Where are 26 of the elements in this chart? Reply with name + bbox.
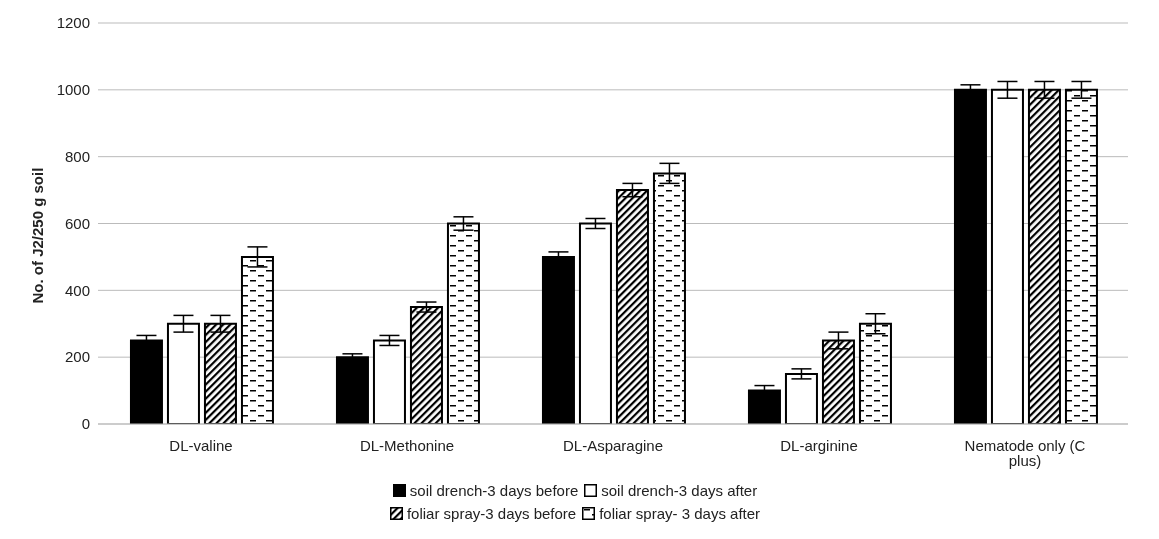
legend-label: foliar spray-3 days before (405, 505, 577, 522)
x-tick-label: DL-Asparagine (562, 436, 664, 454)
x-tick-label: DL-arginine (780, 436, 858, 454)
y-tick-label: 400 (64, 281, 90, 299)
y-tick-label: 800 (64, 147, 90, 165)
x-tick-label: DL-Methonine (359, 436, 455, 454)
bar (747, 389, 781, 424)
legend-label: foliar spray- 3 days after (598, 505, 761, 522)
y-tick-label: 0 (81, 415, 90, 433)
y-tick-label: 600 (64, 214, 90, 232)
x-tick-label: Nematode only (C plus) (964, 436, 1086, 469)
bar (784, 372, 818, 424)
bar (335, 356, 369, 424)
y-tick-label: 1000 (56, 81, 90, 99)
x-tick-label: DL-valine (169, 436, 233, 454)
legend-label: soil drench-3 days before (408, 482, 579, 499)
bar (541, 255, 575, 424)
bar (129, 339, 163, 424)
bar (953, 88, 987, 424)
y-tick-label: 1200 (56, 14, 90, 32)
legend-label: soil drench-3 days after (600, 482, 758, 499)
bar (372, 339, 406, 424)
y-axis-title: No. of J2/250 g soil (29, 167, 47, 304)
bar (578, 222, 612, 424)
y-tick-label: 200 (64, 348, 90, 366)
bar (409, 306, 443, 424)
